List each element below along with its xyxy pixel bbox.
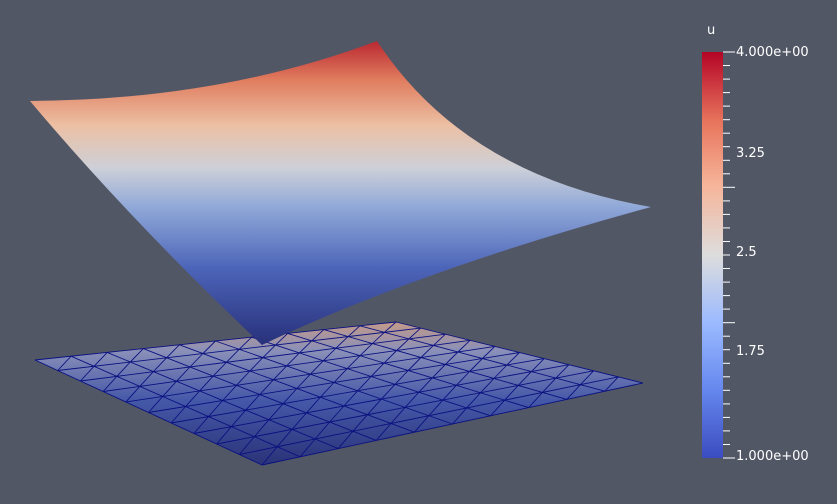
mesh-plane [35,322,643,465]
tick-label-2-5: 2.5 [736,246,757,260]
color-legend-title: u [707,24,715,38]
mesh-plane-face [35,322,643,465]
tick-label-min: 1.000e+00 [736,450,809,464]
color-legend-bar [702,52,723,458]
color-legend-ticks [723,52,735,458]
warped-surface [30,41,651,345]
tick-label-1-75: 1.75 [736,345,765,359]
tick-label-max: 4.000e+00 [736,46,809,60]
tick-label-3-25: 3.25 [736,147,765,161]
color-legend [702,52,735,458]
